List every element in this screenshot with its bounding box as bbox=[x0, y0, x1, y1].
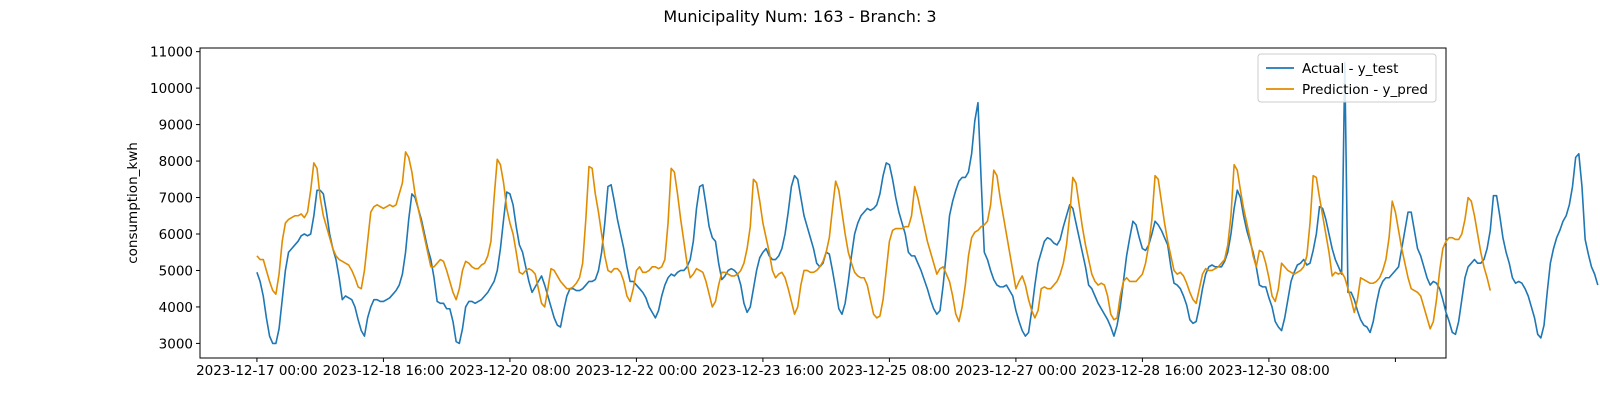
x-tick-label: 2023-12-17 00:00 bbox=[196, 363, 318, 379]
x-tick-label: 2023-12-28 16:00 bbox=[1082, 363, 1204, 379]
legend-box bbox=[1257, 53, 1437, 103]
x-tick-label: 2023-12-30 08:00 bbox=[1208, 363, 1330, 379]
x-axis-ticks: 2023-12-17 00:00 2023-12-18 16:00 2023-12-… bbox=[196, 358, 1396, 379]
y-tick-label: 10000 bbox=[150, 81, 193, 97]
x-tick-label: 2023-12-25 08:00 bbox=[829, 363, 951, 379]
plot-area bbox=[199, 47, 1447, 359]
legend-label: Actual - y_test bbox=[1302, 61, 1398, 77]
y-tick-label: 4000 bbox=[159, 300, 193, 316]
x-tick-label: 2023-12-18 16:00 bbox=[323, 363, 445, 379]
legend-label: Prediction - y_pred bbox=[1302, 82, 1428, 98]
y-tick-label: 3000 bbox=[159, 336, 193, 352]
y-tick-label: 11000 bbox=[150, 45, 193, 61]
series-line-prediction bbox=[256, 151, 1492, 330]
y-tick-label: 8000 bbox=[159, 154, 193, 170]
y-tick-label: 5000 bbox=[159, 263, 193, 279]
x-tick-label: 2023-12-22 00:00 bbox=[576, 363, 698, 379]
y-tick-label: 7000 bbox=[159, 191, 193, 207]
y-axis-label: consumption_kwh bbox=[125, 142, 141, 264]
series-line-actual bbox=[256, 61, 1599, 345]
chart-title: Municipality Num: 163 - Branch: 3 bbox=[663, 7, 936, 26]
x-tick-label: 2023-12-27 00:00 bbox=[955, 363, 1077, 379]
y-tick-label: 6000 bbox=[159, 227, 193, 243]
y-tick-label: 9000 bbox=[159, 118, 193, 134]
series-lines bbox=[256, 61, 1599, 345]
x-tick-label: 2023-12-23 16:00 bbox=[702, 363, 824, 379]
x-tick-label: 2023-12-20 08:00 bbox=[449, 363, 571, 379]
legend: Actual - y_test Prediction - y_pred bbox=[1257, 53, 1437, 103]
y-axis-ticks: 3000 4000 5000 6000 7000 8000 9000 10000 11000 bbox=[150, 45, 200, 352]
